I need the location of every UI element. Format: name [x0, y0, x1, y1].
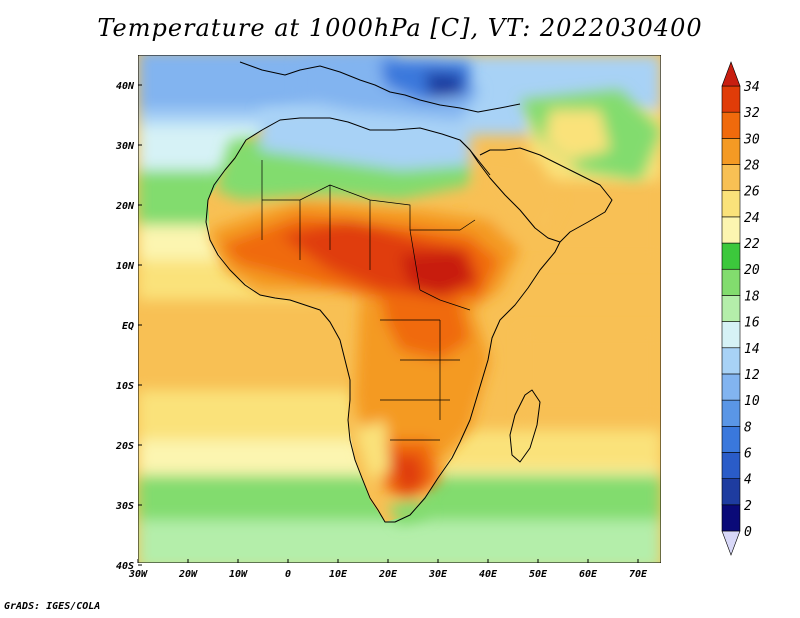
colorbar-label: 28	[744, 159, 760, 174]
longitude-labels: 30W 20W 10W 0 10E 20E 30E 40E 50E 60E 70E	[128, 569, 648, 580]
colorbar-swatch	[721, 268, 741, 296]
colorbar-swatch	[721, 216, 741, 244]
lat-label: 40N	[116, 81, 135, 92]
colorbar-label: 14	[744, 342, 760, 357]
grads-credit: GrADS: IGES/COLA	[4, 601, 101, 612]
colorbar-label: 24	[744, 211, 760, 226]
colorbar-swatch	[721, 347, 741, 375]
lon-label: 0	[285, 569, 291, 580]
arabia-coastline	[479, 147, 613, 243]
colorbar-label: 26	[744, 185, 760, 200]
colorbar-label: 0	[744, 525, 752, 540]
madagascar-coastline	[509, 389, 541, 463]
colorbar-swatch	[721, 164, 741, 192]
colorbar-swatch	[721, 504, 741, 532]
lat-label: EQ	[122, 321, 134, 332]
lon-label: 30E	[428, 569, 448, 580]
colorbar-label: 32	[743, 106, 760, 121]
colorbar-swatch	[721, 242, 741, 270]
lon-label: 10W	[229, 569, 248, 580]
colorbar-label: 34	[743, 80, 760, 95]
colorbar-swatch	[721, 373, 741, 401]
lat-label: 40S	[116, 561, 134, 572]
colorbar-swatch	[721, 452, 741, 479]
colorbar-swatch	[721, 321, 741, 349]
lat-label: 20S	[115, 441, 134, 452]
colorbar-swatch	[721, 138, 741, 165]
colorbar-swatch	[721, 478, 741, 506]
lon-label: 20W	[178, 569, 198, 580]
lat-label: 30S	[115, 501, 134, 512]
colorbar-label: 8	[744, 420, 752, 435]
map-title: Temperature at 1000hPa [C], VT: 20220304…	[97, 14, 703, 42]
colorbar-triangle-low	[721, 530, 741, 556]
colorbar-label: 20	[744, 263, 760, 278]
colorbar-triangle-high	[721, 61, 741, 87]
lon-label: 60E	[579, 569, 598, 580]
lat-label: 10S	[116, 381, 134, 392]
coastlines	[205, 61, 613, 523]
colorbar-label: 4	[744, 473, 752, 488]
colorbar-swatch	[721, 399, 741, 427]
colorbar-swatch	[721, 111, 741, 139]
mediterranean-north-coastline	[239, 61, 521, 113]
colorbar-label: 16	[744, 316, 760, 331]
colorbar-swatch	[721, 425, 741, 453]
temperature-field	[138, 55, 661, 563]
colorbar-swatch	[721, 85, 741, 113]
lat-label: 10N	[116, 261, 135, 272]
colorbar-swatch	[721, 295, 741, 322]
colorbar-label: 30	[743, 132, 760, 147]
colorbar-label: 22	[744, 237, 760, 252]
lon-label: 50E	[529, 569, 548, 580]
lon-label: 30W	[128, 569, 148, 580]
colorbar-label: 18	[744, 289, 760, 304]
colorbar-label: 2	[744, 499, 752, 514]
lon-label: 70E	[629, 569, 648, 580]
colorbar-label: 10	[744, 394, 760, 409]
latitude-labels: 40N 30N 20N 10N EQ 10S 20S 30S 40S	[115, 81, 135, 572]
lat-label: 20N	[115, 201, 135, 212]
country-borders	[261, 160, 476, 441]
colorbar-swatch	[721, 190, 741, 218]
lon-label: 20E	[378, 569, 398, 580]
colorbar-label: 12	[744, 368, 760, 383]
lon-label: 10E	[329, 569, 348, 580]
red-sea-border	[459, 139, 491, 176]
axis-ticks	[137, 84, 639, 566]
lon-label: 40E	[479, 569, 498, 580]
lat-label: 30N	[115, 141, 135, 152]
colorbar-label: 6	[744, 446, 752, 461]
